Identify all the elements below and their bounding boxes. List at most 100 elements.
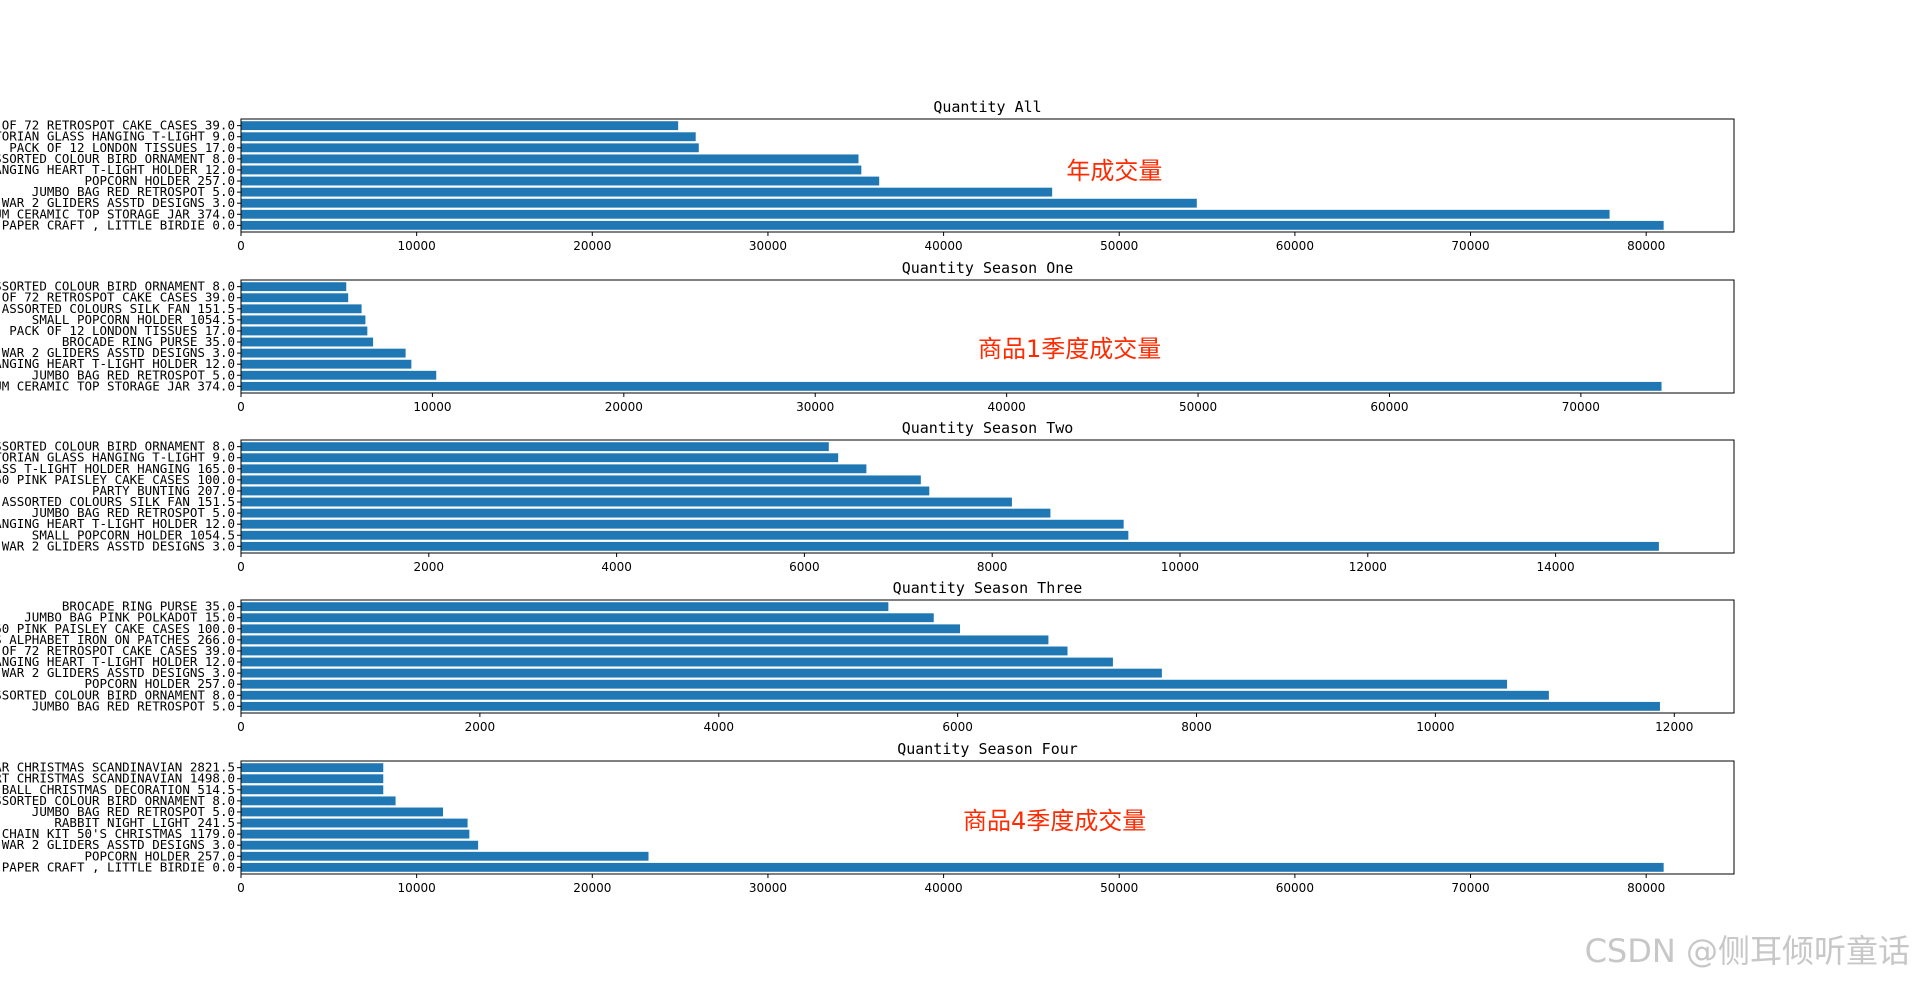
x-tick-label: 14000 (1536, 560, 1574, 574)
subplot-1: Quantity All PAPER CRAFT , LITTLE BIRDIE … (0, 98, 1735, 253)
y-tick-label: ASSORTED COLOUR BIRD ORNAMENT 8.0 (0, 279, 235, 294)
bar (241, 690, 1549, 700)
y-tick-label: POPCORN HOLDER 257.0 (84, 848, 235, 863)
bar (241, 154, 859, 164)
x-tick-label: 6000 (942, 720, 973, 734)
x-tick-label: 4000 (601, 560, 632, 574)
x-tick-label: 10000 (413, 400, 451, 414)
bar (241, 807, 443, 817)
y-tick-label: ASSORTED COLOUR BIRD ORNAMENT 8.0 (0, 687, 235, 702)
bar (241, 602, 889, 612)
y-tick-label: DISCO BALL CHRISTMAS DECORATION 514.5 (0, 782, 235, 797)
bar (241, 624, 961, 634)
y-tick-label: ASSORTED COLOUR BIRD ORNAMENT 8.0 (0, 439, 235, 454)
axes-frame (240, 439, 1735, 554)
y-tick-label: POPCORN HOLDER 257.0 (84, 173, 235, 188)
y-tick-label: JUMBO BAG RED RETROSPOT 5.0 (32, 367, 235, 382)
annotation-label: 商品1季度成交量 (978, 335, 1161, 363)
y-tick-label: VICTORIAN GLASS HANGING T-LIGHT 9.0 (0, 450, 235, 465)
bar (241, 315, 366, 325)
x-tick-label: 8000 (1181, 720, 1212, 734)
bar (241, 796, 396, 806)
x-tick-label: 80000 (1627, 881, 1665, 895)
x-tick-label: 60000 (1276, 881, 1314, 895)
y-tick-label: JUMBO BAG RED RETROSPOT 5.0 (32, 184, 235, 199)
y-tick-label: PARTY BUNTING 207.0 (92, 483, 235, 498)
bar (241, 176, 880, 186)
x-tick-label: 8000 (977, 560, 1008, 574)
y-tick-label: JUMBO BAG PINK POLKADOT 15.0 (24, 610, 235, 625)
bar (241, 818, 468, 828)
bar (241, 497, 1012, 507)
bar (241, 326, 368, 336)
x-tick-label: 0 (237, 560, 245, 574)
annotation-label: 年成交量 (1066, 157, 1162, 185)
bar (241, 464, 867, 474)
bar (241, 187, 1053, 197)
y-tick-label: ASSORTED COLOUR BIRD ORNAMENT 8.0 (0, 793, 235, 808)
x-tick-label: 0 (237, 720, 245, 734)
y-tick-label: POPCORN HOLDER 257.0 (84, 676, 235, 691)
y-tick-label: WHITE HANGING HEART T-LIGHT HOLDER 12.0 (0, 516, 235, 531)
subplot-title: Quantity Season Two (902, 419, 1074, 437)
bar (241, 635, 1049, 645)
x-tick-label: 2000 (414, 560, 445, 574)
watermark: CSDN @侧耳倾听童话 (1585, 932, 1910, 970)
bar (241, 442, 829, 452)
y-tick-label: WORLD WAR 2 GLIDERS ASSTD DESIGNS 3.0 (0, 538, 235, 553)
y-tick-label: HEART CHRISTMAS SCANDINAVIAN 1498.0 (0, 771, 235, 786)
x-tick-label: 40000 (924, 239, 962, 253)
y-tick-label: PACK OF 72 RETROSPOT CAKE CASES 39.0 (0, 290, 235, 305)
y-tick-label: PACK OF 72 RETROSPOT CAKE CASES 39.0 (0, 118, 235, 133)
y-tick-label: JUMBO BAG RED RETROSPOT 5.0 (32, 505, 235, 520)
bar (241, 774, 384, 784)
bar (241, 348, 406, 358)
bar (241, 785, 384, 795)
x-tick-label: 70000 (1451, 881, 1489, 895)
bar (241, 701, 1660, 711)
x-tick-label: 60000 (1370, 400, 1408, 414)
y-tick-label: PAPER CHAIN KIT 50'S CHRISTMAS 1179.0 (0, 826, 235, 841)
bar (241, 370, 437, 380)
x-tick-label: 20000 (573, 239, 611, 253)
subplot-title: Quantity Season Three (893, 579, 1083, 597)
subplots: Quantity All PAPER CRAFT , LITTLE BIRDIE … (0, 98, 1735, 895)
bar (241, 530, 1129, 540)
subplot-title: Quantity All (933, 98, 1041, 116)
x-tick-label: 12000 (1349, 560, 1387, 574)
x-tick-label: 0 (237, 400, 245, 414)
y-tick-label: MEDIUM CERAMIC TOP STORAGE JAR 374.0 (0, 206, 235, 221)
y-tick-label: STAR CHRISTMAS SCANDINAVIAN 2821.5 (0, 760, 235, 775)
bar (241, 657, 1113, 667)
y-tick-label: PACK OF 12 LONDON TISSUES 17.0 (9, 323, 235, 338)
axes-frame (240, 760, 1735, 875)
x-tick-label: 2000 (465, 720, 496, 734)
x-tick-label: 30000 (796, 400, 834, 414)
y-tick-label: SMALL POPCORN HOLDER 1054.5 (32, 312, 235, 327)
bar (241, 668, 1162, 678)
bar (241, 304, 362, 314)
y-tick-label: WORLD WAR 2 GLIDERS ASSTD DESIGNS 3.0 (0, 195, 235, 210)
y-tick-label: RABBIT NIGHT LIGHT 241.5 (54, 815, 235, 830)
bar (241, 646, 1068, 656)
bar (241, 840, 479, 850)
bar (241, 519, 1124, 529)
y-tick-label: MEDIUM CERAMIC TOP STORAGE JAR 374.0 (0, 378, 235, 393)
bar (241, 763, 384, 773)
x-tick-label: 50000 (1100, 881, 1138, 895)
x-tick-label: 10000 (398, 239, 436, 253)
axes-frame (240, 599, 1735, 714)
subplot-5: Quantity Season Four PAPER CRAFT , LITTLE… (0, 740, 1735, 895)
bar (241, 862, 1664, 872)
x-tick-label: 40000 (988, 400, 1026, 414)
y-tick-label: WHITE HANGING HEART T-LIGHT HOLDER 12.0 (0, 356, 235, 371)
x-tick-label: 70000 (1451, 239, 1489, 253)
axes-frame (240, 279, 1735, 394)
x-tick-label: 10000 (1161, 560, 1199, 574)
y-tick-label: WHITE HANGING HEART T-LIGHT HOLDER 12.0 (0, 654, 235, 669)
annotation-label: 商品4季度成交量 (963, 807, 1146, 835)
bar (241, 359, 412, 369)
x-tick-label: 12000 (1655, 720, 1693, 734)
subplot-title: Quantity Season Four (897, 740, 1078, 758)
